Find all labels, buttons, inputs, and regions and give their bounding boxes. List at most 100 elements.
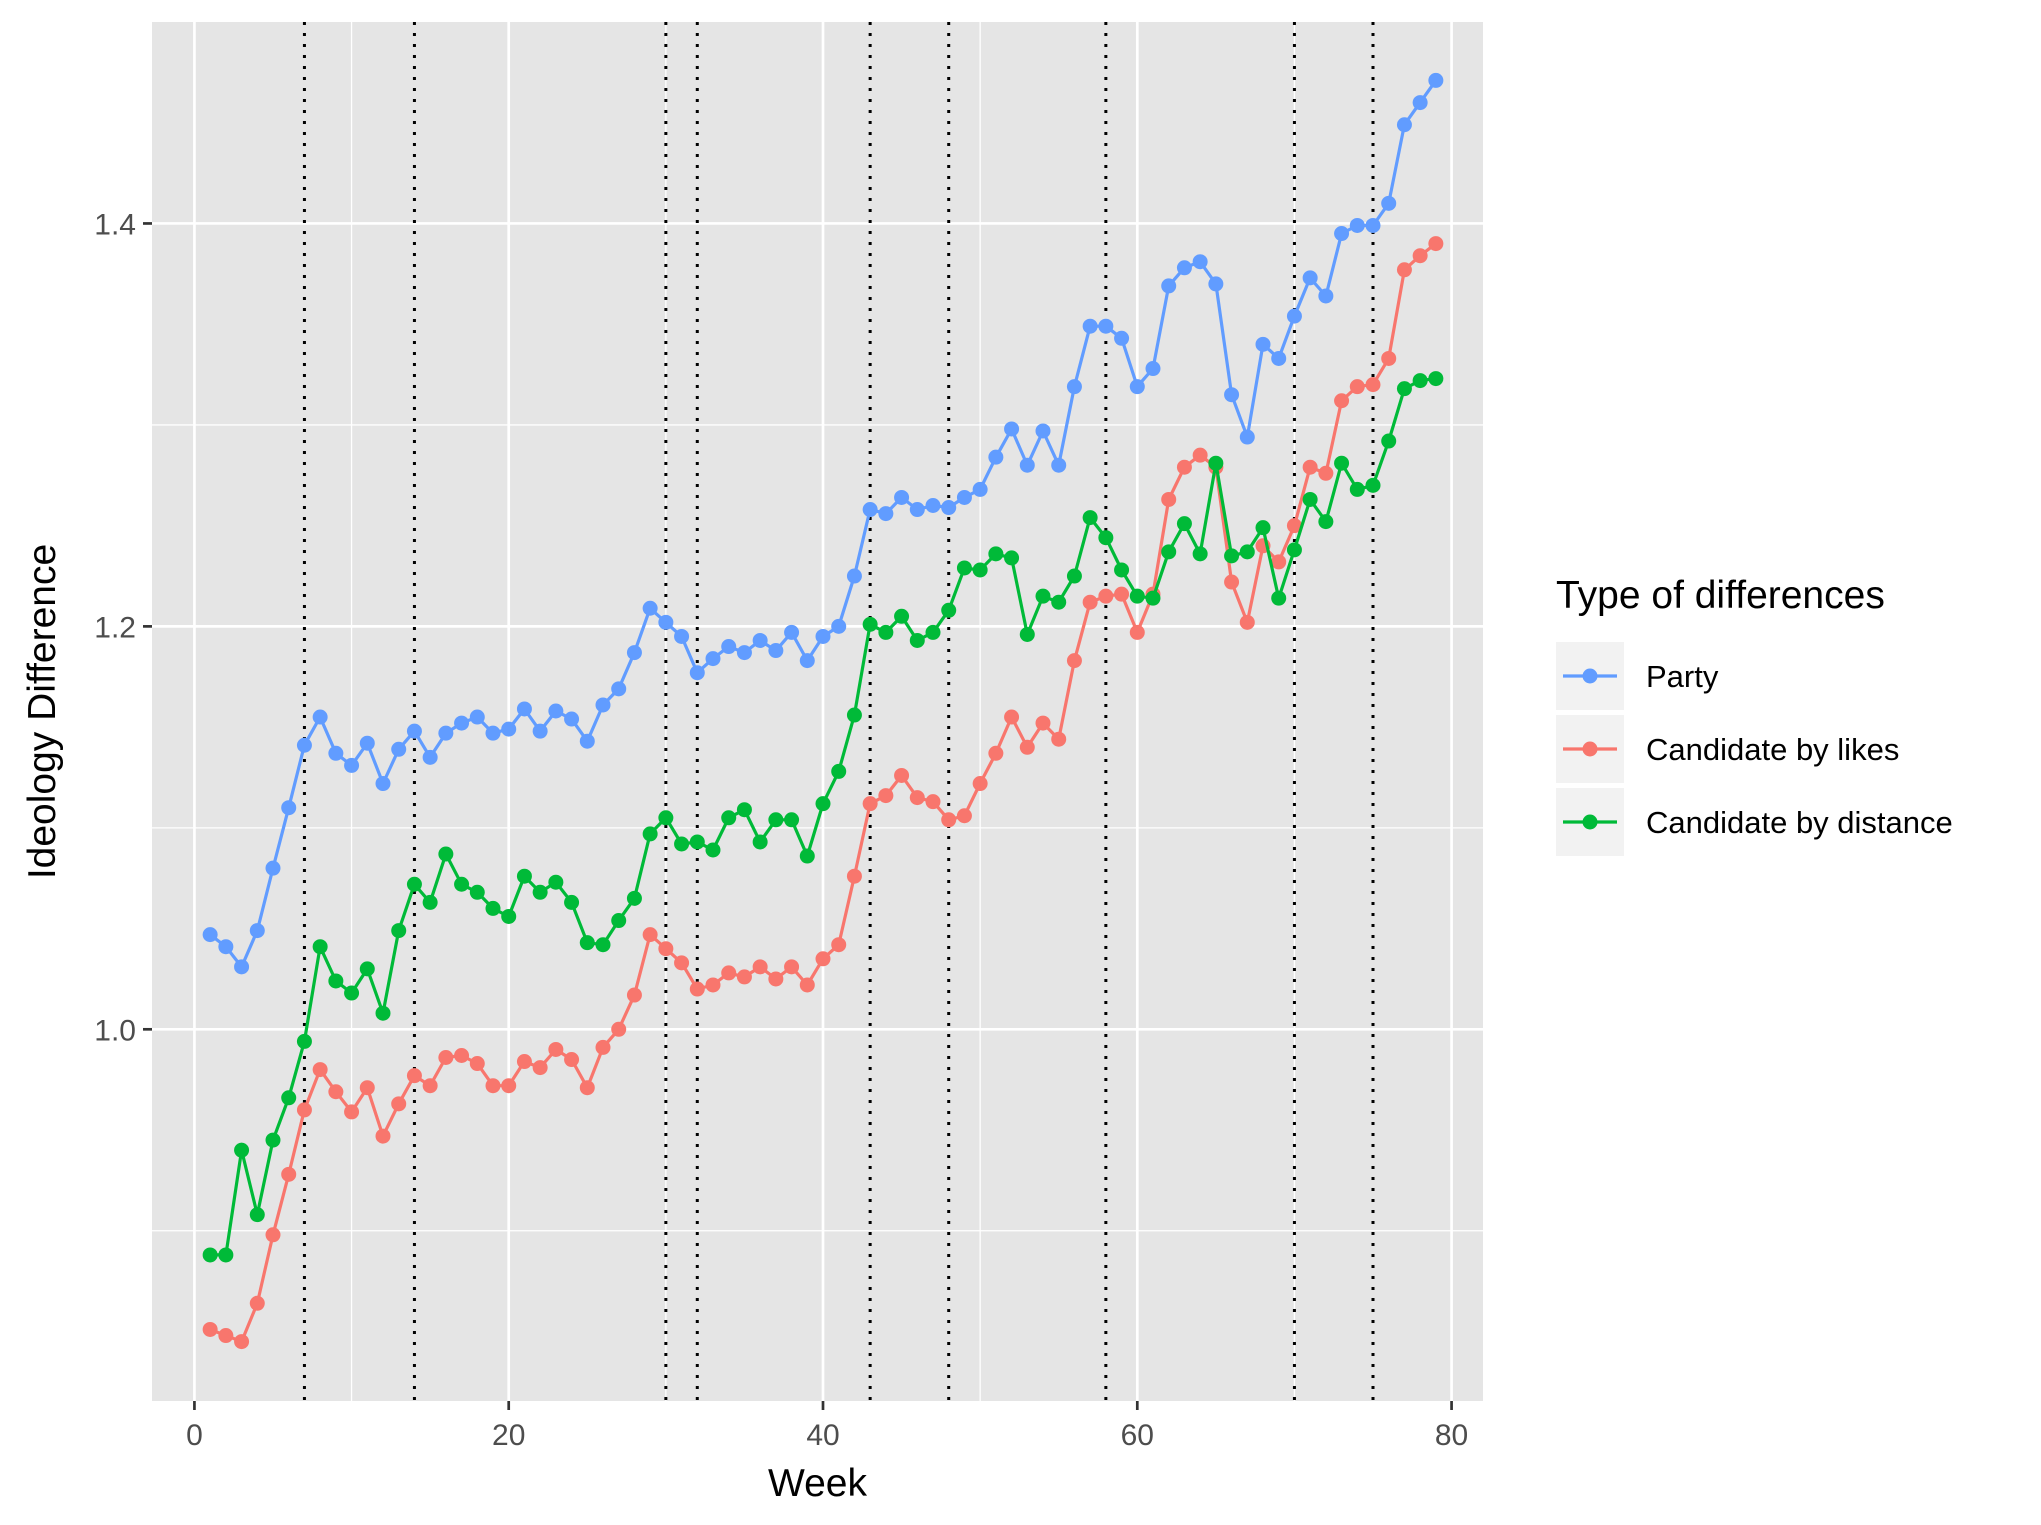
data-point	[1255, 336, 1271, 352]
data-point	[249, 1295, 265, 1311]
data-point	[202, 927, 218, 943]
legend-key-point	[1582, 668, 1598, 684]
data-point	[422, 894, 438, 910]
data-point	[265, 1227, 281, 1243]
data-point	[406, 1068, 422, 1084]
data-point	[532, 1060, 548, 1076]
data-point	[862, 796, 878, 812]
data-point	[1145, 590, 1161, 606]
data-point	[674, 628, 690, 644]
data-point	[595, 937, 611, 953]
data-point	[1286, 308, 1302, 324]
data-point	[344, 757, 360, 773]
data-point	[1098, 530, 1114, 546]
data-point	[894, 489, 910, 505]
data-point	[265, 1132, 281, 1148]
data-point	[406, 876, 422, 892]
data-point	[548, 874, 564, 890]
data-point	[1004, 550, 1020, 566]
data-point	[1161, 491, 1177, 507]
data-point	[375, 1005, 391, 1021]
data-point	[941, 500, 957, 516]
data-point	[532, 723, 548, 739]
data-point	[1019, 457, 1035, 473]
data-point	[611, 913, 627, 929]
data-point	[1318, 465, 1334, 481]
data-point	[799, 977, 815, 993]
data-point	[941, 602, 957, 618]
data-point	[846, 568, 862, 584]
data-point	[344, 1104, 360, 1120]
legend-label: Candidate by distance	[1646, 805, 1953, 840]
data-point	[202, 1247, 218, 1263]
legend-label: Candidate by likes	[1646, 732, 1899, 767]
data-point	[784, 624, 800, 640]
panel-background	[152, 22, 1483, 1401]
data-point	[281, 1090, 297, 1106]
y-tick-label: 1.2	[94, 611, 136, 644]
data-point	[1334, 455, 1350, 471]
data-point	[1349, 379, 1365, 395]
data-point	[1004, 421, 1020, 437]
data-point	[1082, 510, 1098, 526]
data-point	[1271, 590, 1287, 606]
data-point	[1365, 217, 1381, 233]
data-point	[1412, 95, 1428, 111]
data-point	[689, 834, 705, 850]
data-point	[485, 725, 501, 741]
data-point	[438, 725, 454, 741]
data-point	[1129, 588, 1145, 604]
x-tick-label: 60	[1121, 1419, 1154, 1452]
data-point	[1176, 516, 1192, 532]
data-point	[909, 790, 925, 806]
data-point	[721, 965, 737, 981]
data-point	[1208, 455, 1224, 471]
data-point	[1098, 318, 1114, 334]
data-point	[344, 985, 360, 1001]
data-point	[705, 977, 721, 993]
data-point	[925, 624, 941, 640]
data-point	[878, 788, 894, 804]
data-point	[799, 653, 815, 669]
data-point	[218, 1328, 234, 1344]
data-point	[1192, 546, 1208, 562]
data-point	[1098, 588, 1114, 604]
data-point	[1114, 586, 1130, 602]
data-point	[1255, 520, 1271, 536]
data-point	[1239, 429, 1255, 445]
data-point	[454, 1047, 470, 1063]
data-point	[784, 812, 800, 828]
grid-minor	[152, 22, 1483, 1401]
data-point	[501, 721, 517, 737]
data-point	[1239, 544, 1255, 560]
data-point	[1349, 217, 1365, 233]
data-point	[658, 941, 674, 957]
series-layer	[202, 72, 1444, 1350]
data-point	[705, 651, 721, 667]
data-point	[658, 614, 674, 630]
data-point	[375, 776, 391, 792]
data-point	[1334, 393, 1350, 409]
data-point	[579, 935, 595, 951]
data-point	[359, 735, 375, 751]
data-point	[438, 1050, 454, 1066]
data-point	[1412, 248, 1428, 264]
data-point	[1114, 562, 1130, 578]
data-point	[1224, 548, 1240, 564]
data-point	[391, 741, 407, 757]
data-point	[768, 643, 784, 659]
x-axis-title: Week	[768, 1462, 867, 1505]
data-point	[642, 826, 658, 842]
data-point	[1035, 715, 1051, 731]
data-point	[752, 632, 768, 648]
data-point	[925, 498, 941, 514]
data-point	[296, 1033, 312, 1049]
data-point	[516, 1054, 532, 1070]
data-point	[815, 951, 831, 967]
data-point	[1412, 373, 1428, 389]
data-point	[721, 639, 737, 655]
data-point	[736, 645, 752, 661]
data-point	[249, 923, 265, 939]
data-point	[768, 812, 784, 828]
